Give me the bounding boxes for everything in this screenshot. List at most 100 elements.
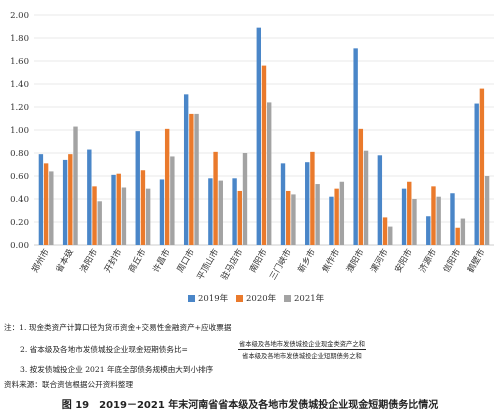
y-tick-label: 0.40	[10, 195, 29, 205]
bar	[329, 196, 334, 245]
legend: 2019年 2020年 2021年	[188, 293, 325, 304]
bar	[68, 154, 73, 245]
bar	[315, 184, 320, 245]
note-3: 3. 按发债城投企业 2021 年底全部债务规模由大到小排序	[20, 365, 214, 374]
x-tick-label: 漯河市	[368, 247, 391, 275]
legend-label: 2021年	[294, 293, 325, 304]
bar	[412, 199, 417, 245]
y-axis: 0.00 0.20 0.40 0.60 0.80 1.00 1.20 1.40 1.60 1.80…	[10, 11, 29, 251]
bar	[455, 227, 460, 245]
bar	[73, 126, 78, 245]
bar	[242, 153, 248, 245]
x-tick-label: 濮阳市	[344, 247, 367, 275]
bar	[261, 65, 267, 245]
note-1: 注：1. 现金类资产计算口径为货币资金+交易性金融资产+应收票据	[4, 323, 232, 332]
bar	[111, 174, 116, 245]
bar	[43, 163, 49, 245]
bar	[280, 163, 286, 245]
bar	[474, 103, 479, 245]
bar	[426, 216, 431, 245]
x-tick-label: 新乡市	[296, 247, 319, 275]
y-tick-label: 1.80	[10, 34, 29, 44]
bar	[286, 190, 291, 245]
bar	[62, 159, 68, 245]
bar	[358, 128, 364, 245]
y-tick-label: 0.80	[10, 149, 29, 159]
data-source: 资料来源：联合资信根据公开资料整理	[4, 380, 134, 389]
bar	[484, 176, 490, 245]
x-tick-label: 信阳市	[441, 247, 464, 275]
bar	[183, 94, 189, 245]
bar	[145, 188, 151, 245]
x-tick-label: 鹤壁市	[465, 247, 488, 275]
bar	[159, 179, 165, 245]
bar	[388, 226, 393, 245]
x-tick-label: 安阳市	[393, 247, 416, 275]
bar	[363, 150, 369, 245]
bar	[377, 155, 383, 245]
bar	[334, 188, 339, 245]
bar	[460, 218, 466, 245]
bar	[92, 186, 97, 245]
x-tick-label: 南阳市	[247, 247, 270, 275]
bar	[237, 190, 242, 245]
y-tick-label: 1.00	[10, 126, 29, 136]
bar	[401, 188, 407, 245]
x-tick-label: 三门峡市	[267, 247, 294, 282]
bar	[436, 196, 441, 245]
bar	[382, 217, 388, 245]
x-tick-label: 焦作市	[320, 247, 343, 275]
x-tick-label: 商丘市	[126, 247, 149, 275]
ratio-formula: 省本级及各地市发债城投企业现金类资产之和 省本级及各地市发债城投企业短期债务之和	[238, 339, 366, 360]
bar	[267, 102, 272, 246]
bar	[164, 128, 170, 245]
bar	[189, 113, 194, 246]
x-tick-label: 许昌市	[150, 247, 173, 275]
legend-swatch	[188, 295, 195, 302]
bar	[305, 162, 310, 245]
bar	[407, 181, 412, 245]
y-tick-label: 0.20	[10, 218, 29, 228]
x-tick-label: 驻马店市	[219, 247, 246, 282]
bar	[431, 186, 436, 245]
y-tick-label: 0.00	[10, 241, 29, 251]
x-tick-label: 平顶山市	[195, 247, 222, 282]
bar	[450, 193, 455, 245]
bar	[256, 27, 261, 246]
bar	[291, 194, 296, 245]
ratio-denominator: 省本级及各地市发债城投企业短期债务之和	[242, 353, 362, 360]
bar	[353, 48, 358, 245]
y-tick-label: 1.20	[10, 103, 29, 113]
bar	[38, 154, 44, 245]
bars	[38, 27, 490, 246]
x-tick-label: 周口市	[175, 247, 198, 275]
y-tick-label: 1.60	[10, 57, 29, 67]
bar	[194, 113, 199, 246]
y-tick-label: 1.40	[10, 80, 29, 90]
bar	[49, 171, 54, 245]
legend-label: 2020年	[246, 293, 277, 304]
x-tick-label: 洛阳市	[78, 247, 101, 275]
legend-label: 2019年	[198, 293, 229, 304]
x-tick-label: 开封市	[102, 247, 125, 275]
bar	[97, 201, 102, 245]
x-tick-label: 济源市	[417, 247, 440, 275]
bar	[339, 181, 345, 245]
y-tick-label: 0.60	[10, 172, 29, 182]
bar	[135, 131, 140, 245]
bar-chart: 0.00 0.20 0.40 0.60 0.80 1.00 1.20 1.40 1.60 1.80…	[10, 11, 494, 304]
ratio-numerator: 省本级及各地市发债城投企业现金类资产之和	[238, 341, 366, 350]
bar	[116, 173, 121, 245]
bar	[218, 180, 223, 245]
bar	[121, 187, 127, 245]
bar	[213, 151, 218, 245]
bar	[208, 178, 213, 245]
bar	[310, 151, 315, 245]
bar	[87, 149, 92, 245]
figure-caption: 图 19 2019－2021 年末河南省省本级及各地市发债城投企业现金短期债务比…	[61, 400, 439, 411]
x-tick-label: 省本级	[54, 247, 77, 275]
bar	[479, 88, 485, 245]
bar	[232, 178, 237, 245]
y-tick-label: 2.00	[10, 11, 29, 21]
legend-swatch	[236, 295, 243, 302]
